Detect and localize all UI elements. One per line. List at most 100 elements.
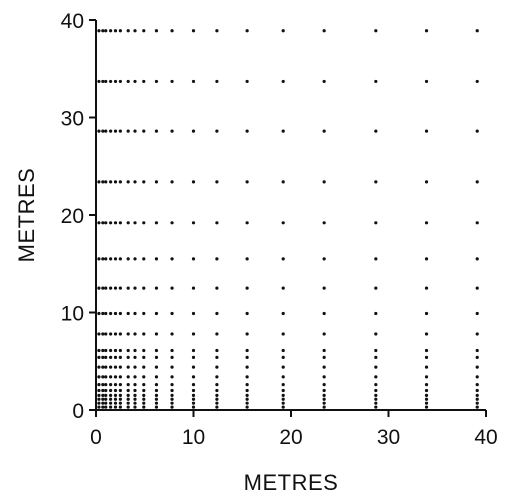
scatter-point — [170, 180, 174, 184]
scatter-point — [133, 286, 137, 290]
y-axis-label: METRES — [14, 168, 39, 263]
scatter-point — [170, 332, 174, 336]
scatter-point — [475, 180, 479, 184]
scatter-point — [215, 375, 219, 379]
scatter-point — [424, 401, 429, 405]
scatter-point — [374, 221, 378, 225]
scatter-point — [374, 383, 378, 387]
scatter-point — [374, 393, 378, 397]
scatter-point — [126, 401, 130, 405]
scatter-point — [101, 405, 105, 409]
scatter-point — [113, 348, 118, 353]
scatter-point — [109, 405, 113, 409]
scatter-point — [109, 180, 113, 184]
scatter-point — [133, 393, 137, 397]
scatter-point — [170, 383, 174, 387]
scatter-point — [154, 393, 159, 397]
scatter-point — [245, 29, 249, 33]
scatter-point — [101, 388, 105, 393]
scatter-point — [133, 355, 137, 359]
scatter-point — [142, 365, 146, 369]
y-axis-ticks: 0 10 20 30 40 — [61, 10, 96, 423]
scatter-point — [424, 355, 429, 359]
scatter-point — [133, 401, 137, 405]
scatter-point — [118, 375, 122, 379]
scatter-point — [97, 383, 101, 387]
x-tick-label: 10 — [182, 426, 205, 449]
scatter-point — [170, 311, 174, 316]
scatter-point — [475, 221, 479, 225]
scatter-point — [245, 383, 249, 387]
scatter-point — [245, 79, 249, 84]
scatter-point — [322, 405, 326, 409]
scatter-point — [101, 397, 105, 401]
scatter-point — [170, 401, 174, 405]
scatter-point — [191, 393, 196, 397]
scatter-point — [97, 29, 101, 33]
scatter-point — [142, 311, 146, 316]
scatter-point — [245, 257, 249, 261]
scatter-point — [245, 221, 249, 225]
scatter-point — [118, 365, 122, 369]
scatter-point — [374, 375, 378, 379]
scatter-point — [101, 393, 105, 397]
scatter-point — [142, 355, 146, 359]
scatter-point — [424, 405, 429, 409]
scatter-point — [191, 332, 196, 336]
scatter-point — [322, 180, 326, 184]
scatter-point — [170, 355, 174, 359]
scatter-point — [118, 79, 122, 84]
scatter-point — [101, 311, 105, 316]
scatter-point — [104, 388, 108, 393]
x-axis-label: METRES — [244, 470, 339, 495]
scatter-point — [142, 79, 146, 84]
scatter-point — [281, 257, 285, 261]
scatter-point — [215, 405, 219, 409]
scatter-point — [154, 286, 159, 290]
scatter-point — [424, 365, 429, 369]
scatter-point — [109, 348, 113, 353]
scatter-point — [191, 401, 196, 405]
scatter-point — [113, 401, 118, 405]
scatter-point — [154, 311, 159, 316]
scatter-point — [374, 129, 378, 133]
scatter-point — [142, 383, 146, 387]
scatter-point — [142, 388, 146, 393]
scatter-point — [424, 29, 429, 33]
scatter-point — [475, 257, 479, 261]
y-tick-label: 40 — [61, 10, 84, 33]
x-tick-label: 40 — [474, 426, 497, 449]
scatter-point — [101, 221, 105, 225]
scatter-point — [109, 257, 113, 261]
scatter-point — [154, 180, 159, 184]
scatter-point — [281, 393, 285, 397]
scatter-point — [109, 79, 113, 84]
scatter-point — [281, 383, 285, 387]
scatter-point — [215, 383, 219, 387]
scatter-point — [191, 29, 196, 33]
scatter-point — [424, 332, 429, 336]
scatter-point — [154, 405, 159, 409]
scatter-point — [322, 393, 326, 397]
scatter-point — [170, 286, 174, 290]
scatter-point — [215, 180, 219, 184]
scatter-point — [126, 332, 130, 336]
scatter-point — [118, 383, 122, 387]
scatter-point — [170, 393, 174, 397]
scatter-point — [215, 311, 219, 316]
scatter-point — [97, 180, 101, 184]
scatter-point — [142, 29, 146, 33]
scatter-point — [133, 180, 137, 184]
scatter-point — [154, 388, 159, 393]
scatter-point — [245, 401, 249, 405]
scatter-point — [104, 401, 108, 405]
plot-dots — [97, 29, 479, 409]
scatter-point — [154, 29, 159, 33]
scatter-point — [245, 311, 249, 316]
scatter-point — [126, 311, 130, 316]
scatter-point — [170, 397, 174, 401]
scatter-point — [142, 405, 146, 409]
scatter-point — [126, 388, 130, 393]
y-tick-label: 30 — [61, 108, 84, 131]
